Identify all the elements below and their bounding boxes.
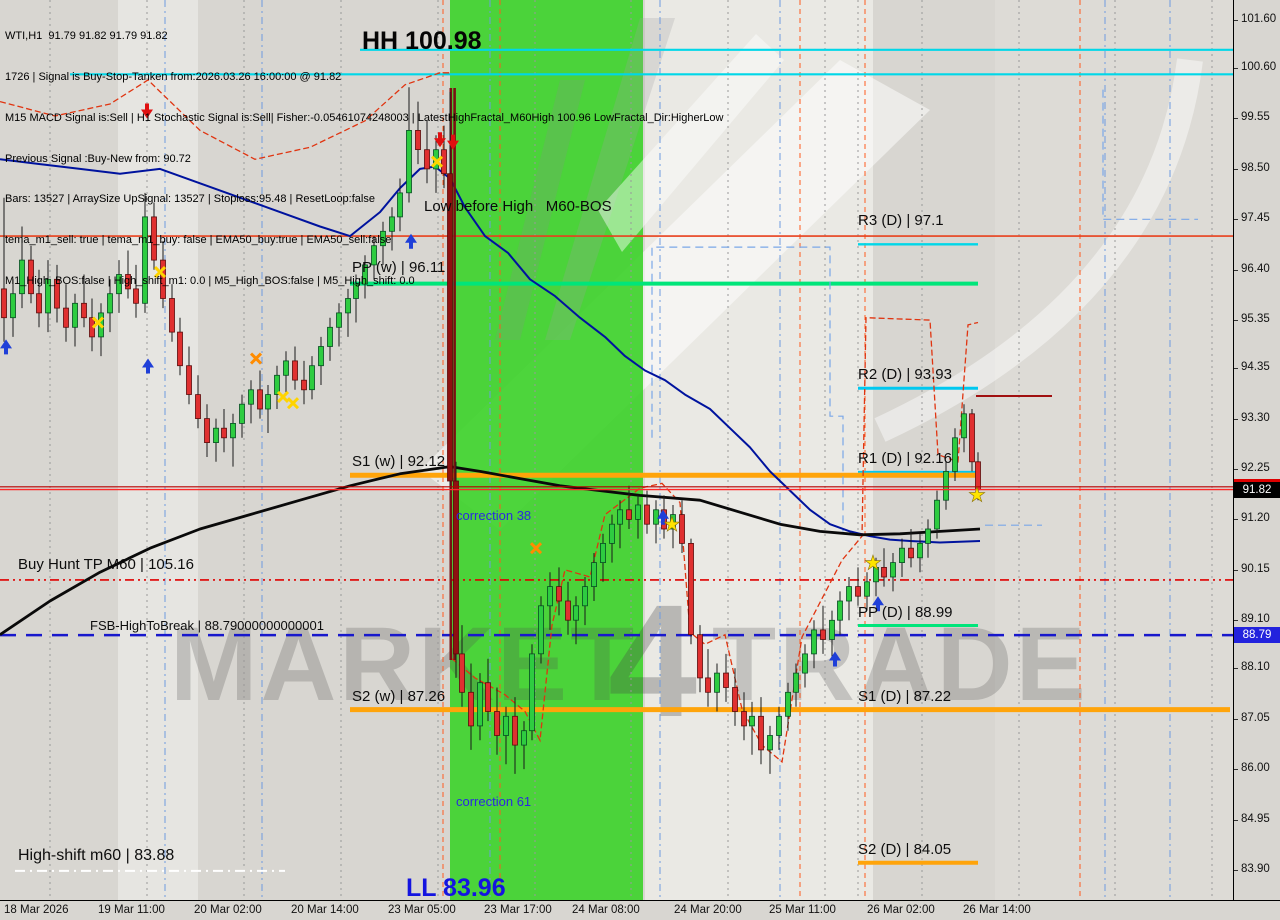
- price-tick-label: 88.10: [1241, 661, 1270, 673]
- price-tick-label: 96.40: [1241, 263, 1270, 275]
- price-tick-label: 91.20: [1241, 512, 1270, 524]
- current-price-tag: 91.82: [1234, 482, 1280, 498]
- price-tick-mark: [1234, 320, 1238, 321]
- price-tick-mark: [1234, 469, 1238, 470]
- price-tick-mark: [1234, 570, 1238, 571]
- time-tick-label: 25 Mar 11:00: [769, 904, 836, 916]
- indicator-info-panel: WTI,H1 91.79 91.82 91.79 91.82 1726 | Si…: [5, 3, 723, 316]
- svg-text:★: ★: [663, 514, 681, 536]
- bos-shift-line: M1_High_BOS:false | High_shift_m1: 0.0 |…: [5, 274, 415, 287]
- time-tick-label: 18 Mar 2026: [4, 904, 69, 916]
- time-tick-label: 20 Mar 14:00: [291, 904, 359, 916]
- time-tick-label: 24 Mar 08:00: [572, 904, 640, 916]
- time-tick-label: 19 Mar 11:00: [98, 904, 165, 916]
- price-tick-mark: [1234, 620, 1238, 621]
- svg-text:TRADE: TRADE: [712, 606, 1089, 723]
- price-tick-label: 94.35: [1241, 361, 1270, 373]
- price-tick-mark: [1234, 20, 1238, 21]
- price-tick-label: 97.45: [1241, 212, 1270, 224]
- price-tick-mark: [1234, 419, 1238, 420]
- fsb-level-price-tag: 88.79: [1234, 627, 1280, 643]
- price-tick-mark: [1234, 519, 1238, 520]
- chart-plot-area[interactable]: MARKET 4 TRADE ★ ★ ★ R3 (D) | 97.1 PP (w) | 96…: [0, 0, 1234, 900]
- time-tick-label: 26 Mar 14:00: [963, 904, 1031, 916]
- price-tick-label: 92.25: [1241, 462, 1270, 474]
- price-tick-mark: [1234, 870, 1238, 871]
- price-tick-mark: [1234, 118, 1238, 119]
- price-tick-label: 84.95: [1241, 813, 1270, 825]
- price-tick-label: 89.10: [1241, 613, 1270, 625]
- svg-text:4: 4: [608, 571, 697, 750]
- time-tick-label: 26 Mar 02:00: [867, 904, 935, 916]
- price-tick-label: 93.30: [1241, 412, 1270, 424]
- price-tick-label: 101.60: [1241, 13, 1277, 25]
- price-tick-mark: [1234, 668, 1238, 669]
- price-tick-label: 90.15: [1241, 563, 1270, 575]
- time-tick-label: 23 Mar 05:00: [388, 904, 456, 916]
- price-axis[interactable]: 101.60 100.60 99.55 98.50 97.45 96.40 95.35 94.…: [1234, 0, 1280, 900]
- price-tick-mark: [1234, 820, 1238, 821]
- previous-signal-line: Previous Signal :Buy-New from: 90.72: [5, 152, 191, 165]
- svg-text:★: ★: [864, 553, 882, 575]
- tema-ema-line: tema_m1_sell: true | tema_m1_buy: false …: [5, 234, 392, 247]
- signal-line: 1726 | Signal is Buy-Stop-Tanken from:20…: [5, 70, 342, 83]
- time-tick-label: 24 Mar 20:00: [674, 904, 742, 916]
- price-tick-mark: [1234, 169, 1238, 170]
- price-tick-label: 98.50: [1241, 162, 1270, 174]
- price-tick-mark: [1234, 719, 1238, 720]
- time-axis[interactable]: 18 Mar 2026 19 Mar 11:00 20 Mar 02:00 20 Ma…: [0, 900, 1280, 920]
- price-tick-label: 86.00: [1241, 762, 1270, 774]
- price-tick-label: 100.60: [1241, 61, 1277, 73]
- price-tick-mark: [1234, 270, 1238, 271]
- price-tick-mark: [1234, 368, 1238, 369]
- macd-stochastic-line: M15 MACD Signal is:Sell | H1 Stochastic …: [5, 111, 724, 124]
- price-tick-label: 95.35: [1241, 313, 1270, 325]
- time-tick-label: 20 Mar 02:00: [194, 904, 262, 916]
- price-tick-mark: [1234, 68, 1238, 69]
- symbol-ohlc-line: WTI,H1 91.79 91.82 91.79 91.82: [5, 30, 168, 43]
- price-tick-mark: [1234, 219, 1238, 220]
- svg-text:MARKET: MARKET: [170, 606, 637, 723]
- price-tick-label: 83.90: [1241, 863, 1270, 875]
- price-tick-label: 99.55: [1241, 111, 1270, 123]
- svg-text:★: ★: [968, 484, 986, 506]
- bars-stoploss-line: Bars: 13527 | ArraySize UpSignal: 13527 …: [5, 193, 375, 206]
- price-tick-mark: [1234, 769, 1238, 770]
- time-tick-label: 23 Mar 17:00: [484, 904, 552, 916]
- price-tick-label: 87.05: [1241, 712, 1270, 724]
